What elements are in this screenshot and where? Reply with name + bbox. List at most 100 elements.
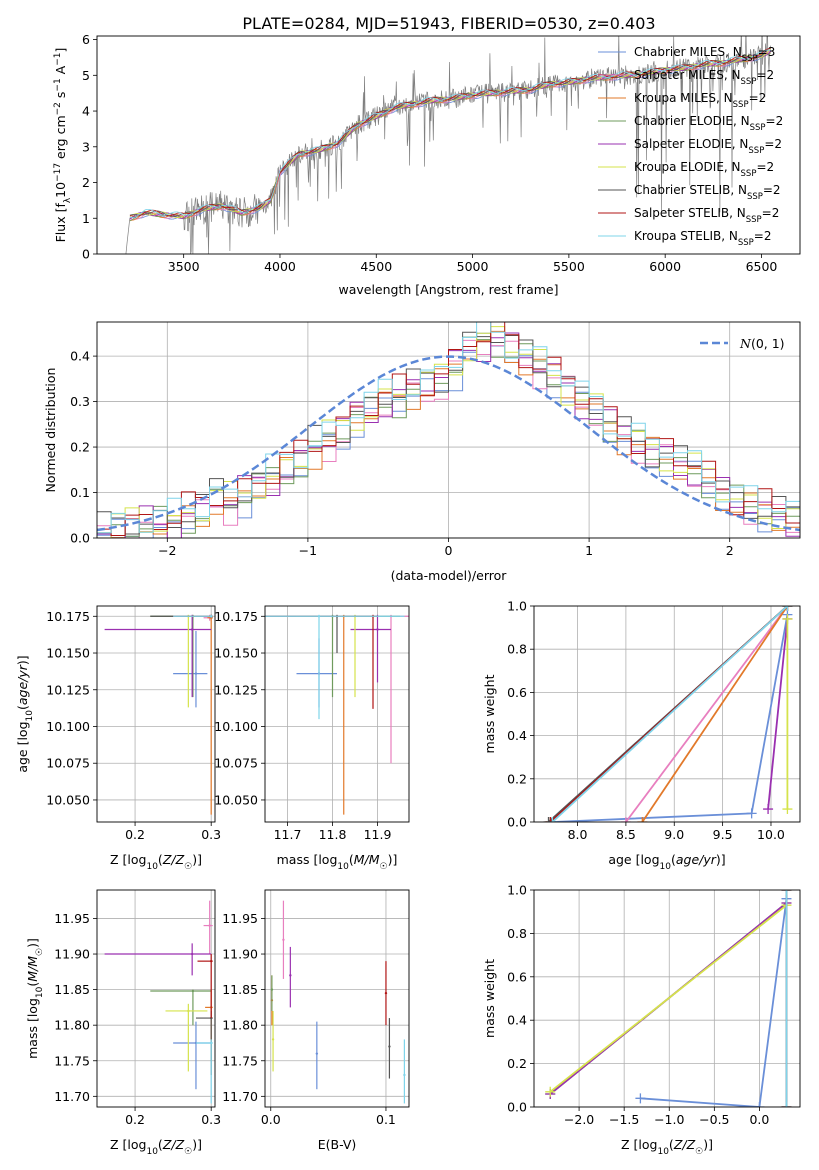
label-part: ☉ [184, 1147, 192, 1157]
data-point [282, 938, 285, 942]
label-part: Chabrier ELODIE, N [634, 114, 750, 128]
x-tick-label: 0.0 [261, 1112, 281, 1127]
label-part: 10 [146, 1147, 158, 1157]
x-tick-label: 0.3 [201, 827, 221, 842]
data-point [271, 1038, 275, 1041]
x-tick-label: −0.5 [699, 1112, 729, 1127]
label-part: Kroupa STELIB, N [634, 229, 738, 243]
x-tick-label: 2 [726, 543, 734, 558]
data-point [208, 924, 211, 927]
legend-label: Salpeter MILES, NSSP=2 [634, 68, 774, 87]
y-tick-label: 11.70 [222, 1089, 258, 1104]
label-part: 10 [337, 862, 349, 872]
label-part: =2 [764, 137, 782, 151]
label-part: mass [log [25, 998, 40, 1059]
label-part: )] [716, 852, 726, 867]
label-part: SSP [741, 77, 757, 87]
plot-area-massweight_vs_Z [534, 890, 800, 1107]
axes-frame [533, 605, 801, 823]
y-tick-label: 0.4 [507, 1013, 527, 1028]
y-tick-label: 11.80 [54, 1018, 90, 1033]
y-tick-label: 0.4 [507, 728, 527, 743]
legend-label: Kroupa STELIB, NSSP=2 [634, 229, 772, 248]
panel-massweight_vs_age: 8.0 8.5 9.0 9.5 10.0 0.0 0.2 0.4 0.6 0.8 1.0 age [l… [482, 599, 801, 872]
model-line-kroupa-elodie [129, 48, 771, 218]
panel-age_vs_Z: 0.2 0.3 10.050 10.075 10.100 10.125 10.150 10.1… [15, 605, 221, 872]
mass-weight-marker [782, 613, 793, 624]
panel-age_vs_mass: 11.7 11.8 11.9 10.050 10.075 10.100 10.125 10.1… [214, 605, 410, 872]
mass-weight-line [767, 618, 789, 810]
mass-weight-marker [547, 817, 558, 822]
label-part: =2 [756, 160, 774, 174]
x-tick-label: 0.2 [125, 1112, 145, 1127]
y-tick-label: 0.0 [70, 531, 90, 546]
plot-area-residuals [97, 322, 800, 538]
x-axis-label: E(B-V) [318, 1137, 357, 1152]
y-tick-label: 0.0 [507, 815, 527, 830]
mass-weight-line [551, 606, 789, 822]
y-tick-label: 11.75 [54, 1053, 90, 1068]
label-part: Salpeter ELODIE, N [634, 137, 748, 151]
axes-frame [96, 889, 216, 1108]
data-point [190, 952, 194, 956]
x-tick-label: 0.0 [749, 1112, 769, 1127]
y-tick-label: 10.175 [46, 609, 90, 624]
y-axis-label: Normed distribution [43, 368, 58, 493]
label-part: =2 [762, 206, 780, 220]
label-part: SSP [746, 215, 762, 225]
label-part: SSP [738, 238, 754, 248]
axes-frame [264, 605, 410, 823]
label-part: mass weight [482, 674, 497, 753]
label-part: ☉ [35, 948, 45, 956]
label-part: =3 [758, 45, 776, 59]
mass-weight-marker [754, 1102, 765, 1107]
plot-area-mass_vs_ebv [265, 890, 409, 1107]
mass-weight-marker [763, 804, 774, 815]
axes-frame [96, 321, 801, 539]
x-tick-label: 9.5 [713, 827, 733, 842]
y-tick-label: 0.6 [507, 969, 527, 984]
label-part: )] [192, 852, 202, 867]
mass-weight-marker [545, 817, 556, 822]
mass-weight-marker [543, 817, 554, 822]
label-part: Kroupa ELODIE, N [634, 160, 741, 174]
x-tick-label: −2 [158, 543, 176, 558]
x-tick-label: 6500 [746, 259, 778, 274]
y-tick-label: 10.100 [214, 719, 258, 734]
y-tick-label: 0.2 [70, 440, 90, 455]
panel-spectrum: 3500 4000 4500 5000 5500 6000 6500 0 1 2 3 4 5 6 wavel… [53, 32, 801, 297]
x-tick-label: 10.0 [757, 827, 785, 842]
data-point [191, 989, 195, 993]
data-point [376, 628, 379, 631]
x-tick-label: 5500 [553, 259, 585, 274]
x-tick-label: 4500 [360, 259, 392, 274]
x-axis-label: Z [log10(Z/Z☉)] [621, 1137, 713, 1157]
label-part: age/yr [676, 852, 717, 867]
y-tick-label: 10.050 [46, 792, 90, 807]
x-tick-label: −1 [299, 543, 317, 558]
x-axis-label: Z [log10(Z/Z☉)] [110, 852, 202, 872]
x-tick-label: 5000 [457, 259, 489, 274]
y-tick-label: 0.0 [507, 1100, 527, 1115]
label-part: ( [349, 852, 354, 867]
x-axis-label: wavelength [Angstrom, rest frame] [338, 282, 558, 297]
x-tick-label: 0.1 [376, 1112, 396, 1127]
mass-weight-line [640, 898, 788, 1107]
axes-frame [533, 889, 801, 1108]
label-part: ☉ [184, 862, 192, 872]
label-part: Z/Z [673, 1137, 696, 1152]
histogram-kroupa-stelib [97, 322, 800, 534]
x-tick-label: 11.7 [274, 827, 302, 842]
label-part: Z/Z [162, 1137, 185, 1152]
y-tick-label: 1.0 [507, 883, 527, 898]
label-part: mass weight [482, 959, 497, 1038]
label-part: Chabrier STELIB, N [634, 183, 747, 197]
x-tick-label: 11.9 [364, 827, 392, 842]
label-part: Normed distribution [43, 368, 58, 493]
label-part: 10 [35, 986, 45, 998]
data-point [270, 988, 274, 991]
y-axis-label: mass weight [482, 674, 497, 753]
data-point [187, 1009, 190, 1013]
y-tick-label: 6 [82, 32, 90, 47]
